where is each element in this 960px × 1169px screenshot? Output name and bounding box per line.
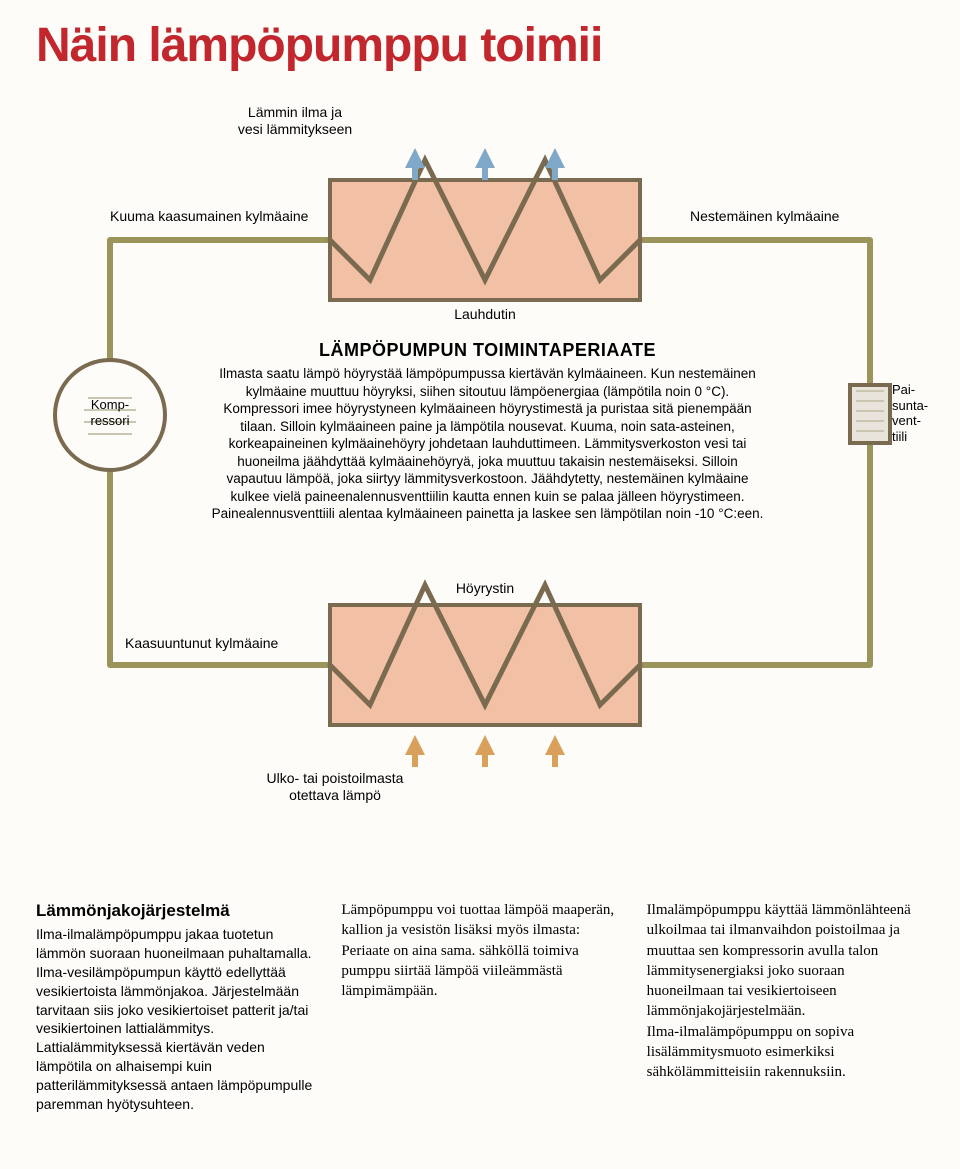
label-gas-refrigerant: Kaasuuntunut kylmäaine	[125, 635, 295, 652]
evaporator-shape	[330, 585, 640, 725]
heat-in-arrows	[405, 735, 565, 767]
label-liquid: Nestemäinen kylmäaine	[690, 208, 870, 225]
label-compressor: Komp-ressori	[82, 397, 138, 428]
column-principle: Lämpöpumppu voi tuottaa lämpöä maaperän,…	[341, 900, 618, 1114]
label-valve: Pai-sunta-vent-tiili	[892, 382, 942, 444]
column-air-source: Ilmalämpöpumppu käyttää lämmönlähteenä u…	[647, 900, 924, 1114]
text-columns: Lämmönjakojärjestelmä Ilma-ilmalämpöpump…	[36, 900, 924, 1114]
page-title: Näin lämpöpumppu toimii	[36, 18, 602, 73]
col1-body: Ilma-ilmalämpöpumppu jakaa tuotetun lämm…	[36, 925, 313, 1114]
label-warm-air: Lämmin ilma javesi lämmitykseen	[230, 104, 360, 138]
expansion-valve-shape	[850, 385, 890, 443]
label-condenser: Lauhdutin	[440, 306, 530, 323]
column-distribution: Lämmönjakojärjestelmä Ilma-ilmalämpöpump…	[36, 900, 313, 1114]
heat-pump-diagram: Lämmin ilma javesi lämmitykseen Kuuma ka…	[30, 110, 930, 870]
label-hot-gas: Kuuma kaasumainen kylmäaine	[110, 208, 310, 225]
condenser-shape	[330, 160, 640, 300]
label-outdoor-heat: Ulko- tai poistoilmastaotettava lämpö	[255, 770, 415, 804]
label-evaporator: Höyrystin	[440, 580, 530, 597]
principle-heading: LÄMPÖPUMPUN TOIMINTAPERIAATE	[210, 340, 765, 361]
operating-principle-block: LÄMPÖPUMPUN TOIMINTAPERIAATE Ilmasta saa…	[210, 340, 765, 523]
col1-heading: Lämmönjakojärjestelmä	[36, 900, 313, 923]
principle-body: Ilmasta saatu lämpö höyrystää lämpöpumpu…	[210, 365, 765, 523]
